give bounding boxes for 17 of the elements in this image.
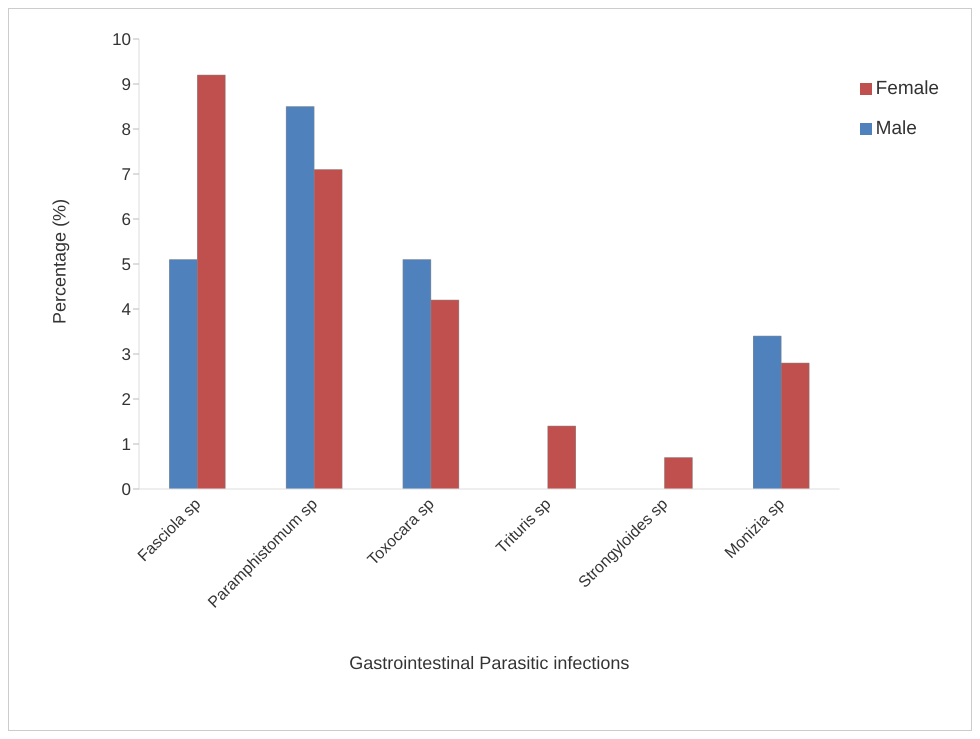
y-tick-label: 3 <box>122 345 131 364</box>
y-tick-label: 9 <box>122 75 131 94</box>
bar <box>547 426 576 489</box>
y-tick-label: 0 <box>122 480 131 500</box>
y-tick-label: 10 <box>112 30 131 50</box>
bar <box>664 457 693 489</box>
y-tick-label: 7 <box>122 165 131 184</box>
y-tick-label: 2 <box>122 390 131 410</box>
y-tick-label: 4 <box>122 300 131 320</box>
y-tick-label: 8 <box>122 120 131 140</box>
y-tick-label: 6 <box>122 210 131 230</box>
y-axis-title: Percentage (%) <box>49 198 70 324</box>
legend-label: Female <box>876 78 939 99</box>
legend-label: Male <box>876 118 917 139</box>
y-tick-label: 1 <box>122 435 131 454</box>
y-tick-label: 5 <box>122 255 131 274</box>
x-axis-title: Gastrointestinal Parasitic infections <box>349 653 630 673</box>
